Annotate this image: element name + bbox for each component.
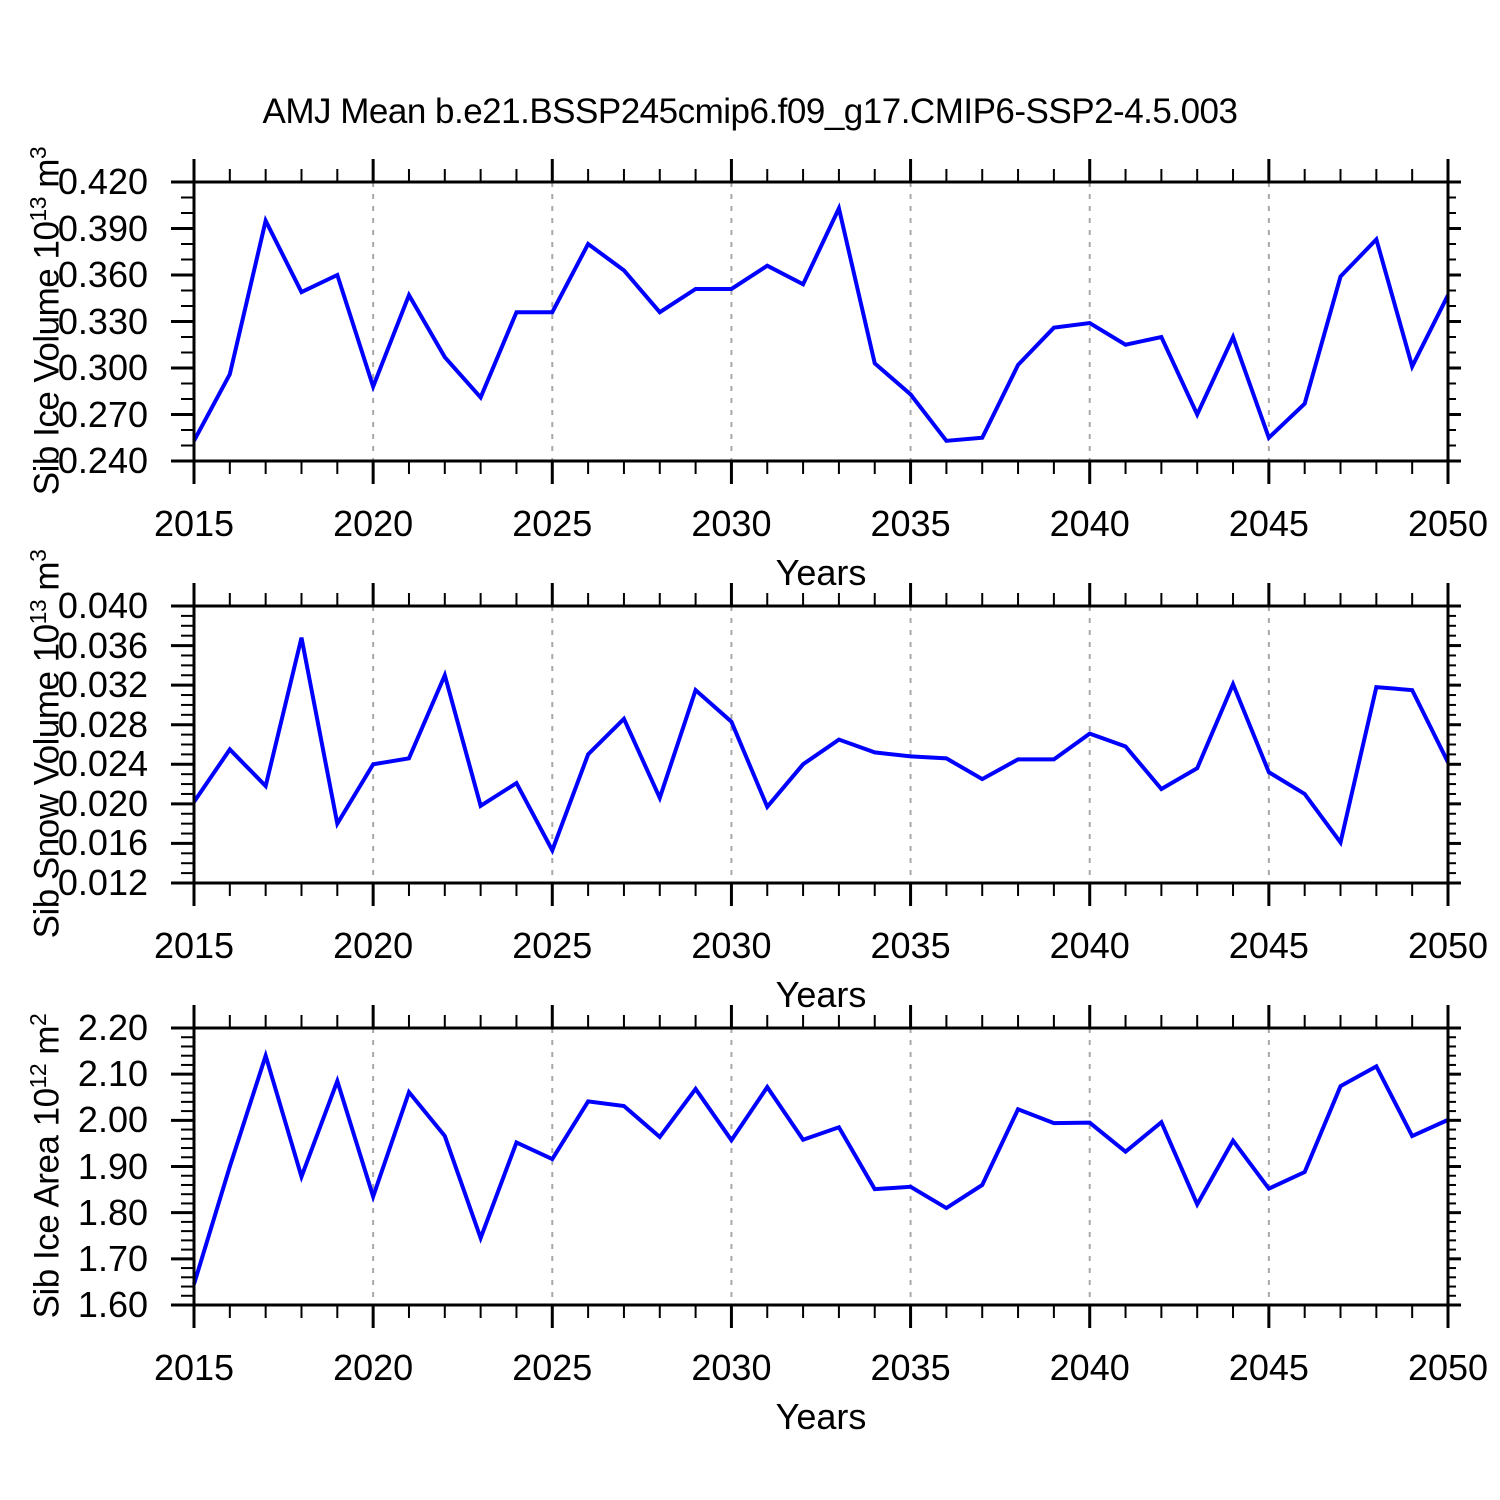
panel-sib-ice-area [171,1005,1461,1328]
x-tick-label: 2025 [512,925,593,966]
sib-ice-volume-line [192,202,1450,443]
y-tick-label: 0.420 [57,161,148,202]
panel-sib-snow-volume [171,583,1461,906]
x-tick-label: 2040 [1049,503,1130,544]
x-tick-label: 2030 [691,503,772,544]
x-tick-label: 2050 [1407,1347,1489,1388]
panel-frame [192,180,1450,463]
y-axis-title-text: Sib Ice Volume 10 [27,221,67,496]
x-tick-label: 2030 [691,925,772,966]
y-tick-label: 0.020 [57,782,148,824]
y-tick-label: 1.80 [77,1191,148,1233]
x-axis-title-top: Years [775,552,867,593]
unit: m [27,1025,67,1064]
unit-exponent: 3 [25,146,51,160]
y-tick-label: 1.70 [77,1237,148,1279]
y-tick-label: 1.90 [77,1145,148,1187]
chart-title: AMJ Mean b.e21.BSSP245cmip6.f09_g17.CMIP… [262,92,1238,131]
x-tick-label: 2045 [1228,503,1309,544]
x-tick-label: 2030 [691,1347,772,1388]
panel-frame [192,604,1450,885]
sib-snow-volume-line [192,637,1450,856]
x-tick-label: 2015 [153,1347,235,1388]
exponent: 13 [25,599,51,625]
y-axis-title-text: Sib Ice Area 10 [27,1088,67,1319]
x-tick-label: 2020 [333,503,414,544]
x-tick-label: 2025 [512,503,593,544]
unit-exponent: 2 [25,1013,51,1026]
y-tick-label: 0.360 [57,254,148,295]
unit-exponent: 3 [25,549,51,562]
unit: m [27,561,67,600]
x-tick-label: 2025 [512,1347,593,1388]
x-tick-label: 2045 [1228,1347,1309,1388]
y-tick-label: 0.032 [57,664,148,706]
y-tick-label: 0.270 [57,393,148,435]
y-tick-label: 2.10 [77,1053,148,1095]
x-tick-label: 2050 [1407,925,1489,966]
x-tick-label: 2040 [1049,925,1130,966]
y-tick-label: 0.040 [57,585,148,626]
y-tick-label: 2.20 [77,1007,148,1048]
x-tick-label: 2020 [333,925,414,966]
x-axis-title-bottom: Years [775,1396,867,1437]
x-tick-label: 2035 [870,1347,951,1388]
y-tick-label: 0.028 [57,703,148,745]
sib-ice-area-line [192,1048,1449,1285]
y-axis-title-ice-area: Sib Ice Area 1012 m2 [16,916,67,1416]
y-tick-label: 0.024 [57,743,148,785]
y-tick-label: 0.300 [57,347,148,388]
y-tick-label: 0.330 [57,300,148,342]
y-tick-label: 0.036 [57,624,148,666]
unit: m [27,159,67,197]
y-tick-label: 0.390 [57,207,148,249]
x-tick-label: 2015 [153,503,235,544]
exponent: 12 [25,1063,51,1089]
y-tick-label: 0.012 [57,862,148,903]
panel-frame [192,1026,1450,1307]
x-tick-label: 2045 [1228,925,1309,966]
y-tick-label: 0.240 [57,440,148,481]
x-tick-label: 2050 [1407,503,1489,544]
x-tick-label: 2035 [870,925,951,966]
y-tick-label: 0.016 [57,822,148,864]
panel-sib-ice-volume [171,159,1461,484]
x-tick-label: 2040 [1049,1347,1130,1388]
y-tick-label: 1.60 [77,1284,148,1325]
x-tick-label: 2035 [870,503,951,544]
x-tick-label: 2015 [153,925,235,966]
exponent: 13 [25,196,51,222]
x-tick-label: 2020 [333,1347,414,1388]
x-axis-title-middle: Years [775,974,867,1015]
y-axis-title-text: Sib Snow Volume 10 [27,624,67,939]
y-tick-label: 2.00 [77,1099,148,1141]
